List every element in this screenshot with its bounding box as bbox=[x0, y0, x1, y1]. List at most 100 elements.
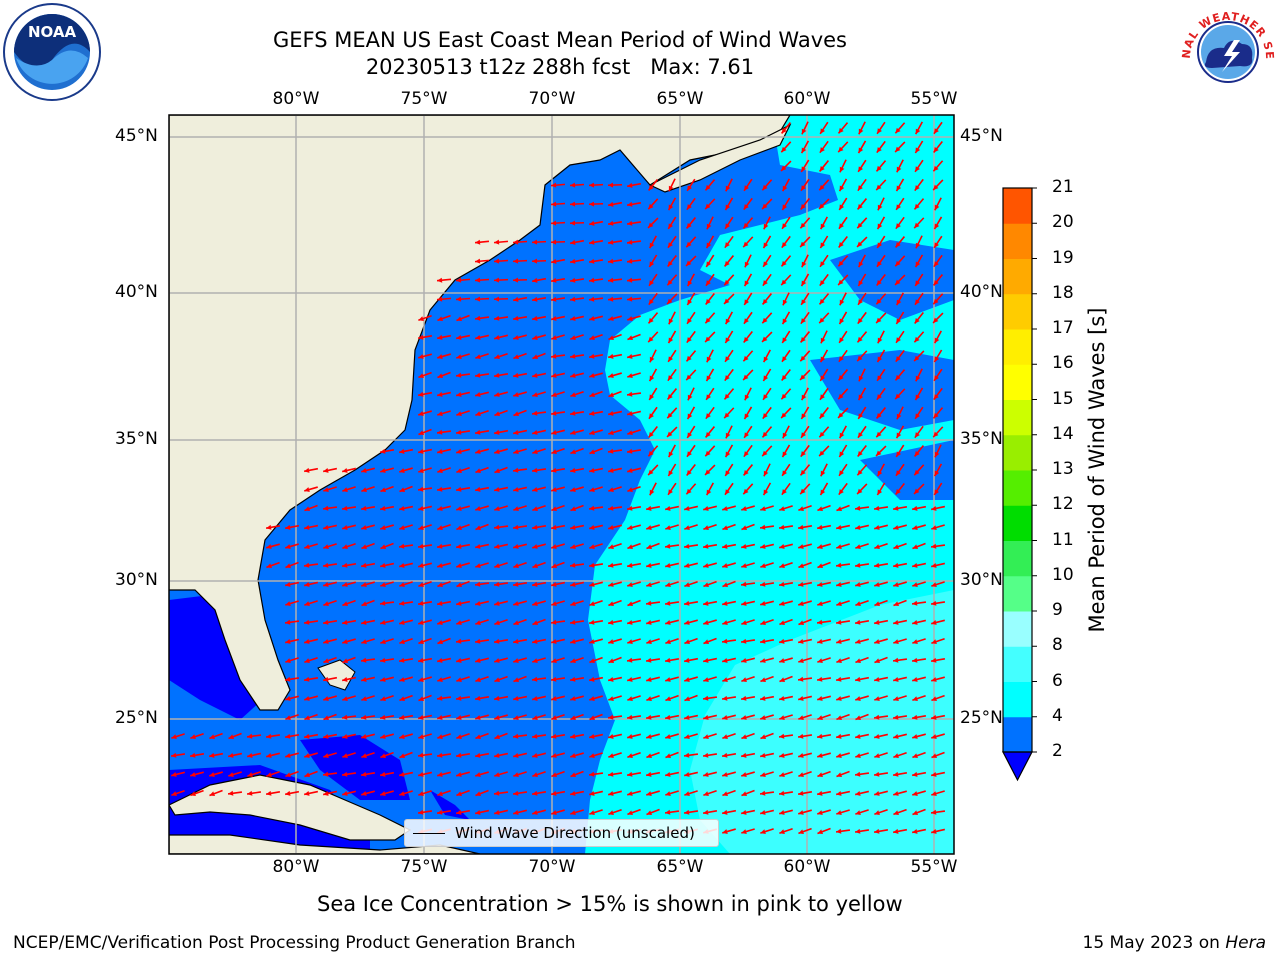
wave-direction-arrowhead bbox=[380, 582, 386, 587]
wave-direction-arrowhead bbox=[532, 620, 539, 626]
wave-direction-arrowhead bbox=[342, 525, 348, 530]
wave-direction-arrowhead bbox=[668, 185, 674, 192]
wave-direction-arrowhead bbox=[627, 544, 633, 550]
wave-direction-arrowhead bbox=[494, 715, 500, 720]
wave-direction-arrowhead bbox=[801, 394, 807, 401]
wave-direction-arrowhead bbox=[725, 337, 731, 344]
wave-direction-arrowhead bbox=[687, 318, 692, 324]
wave-direction-arrowhead bbox=[703, 582, 709, 588]
wave-direction-arrowhead bbox=[817, 715, 823, 721]
wave-direction-arrowhead bbox=[608, 582, 614, 587]
wave-direction-arrowhead bbox=[779, 581, 785, 587]
wave-direction-arrowhead bbox=[665, 525, 671, 530]
wave-direction-arrowhead bbox=[798, 790, 804, 796]
wave-direction-arrowhead bbox=[915, 394, 921, 401]
wave-direction-arrowhead bbox=[684, 563, 690, 568]
wave-direction-arrowhead bbox=[513, 296, 519, 302]
wave-direction-arrowhead bbox=[532, 372, 538, 378]
wave-direction-arrowhead bbox=[779, 544, 785, 549]
wave-direction-arrowhead bbox=[725, 470, 731, 476]
wave-direction-arrowhead bbox=[934, 223, 940, 230]
wave-direction-arrowhead bbox=[589, 676, 595, 682]
wave-direction-arrowhead bbox=[285, 790, 291, 796]
wave-direction-arrowhead bbox=[342, 658, 349, 664]
wave-direction-arrowhead bbox=[589, 296, 595, 302]
wave-direction-arrowhead bbox=[608, 239, 614, 245]
wave-direction-arrowhead bbox=[687, 394, 693, 401]
wave-direction-arrowhead bbox=[323, 487, 329, 492]
wave-direction-arrowhead bbox=[665, 657, 671, 663]
wave-direction-arrowhead bbox=[437, 334, 443, 340]
wave-direction-arrowhead bbox=[667, 298, 673, 305]
wave-direction-arrowhead bbox=[399, 771, 405, 777]
wave-direction-arrowhead bbox=[914, 203, 920, 210]
wave-direction-arrowhead bbox=[380, 487, 386, 493]
wave-direction-arrowhead bbox=[857, 203, 863, 210]
wave-direction-arrowhead bbox=[912, 771, 918, 777]
wave-direction-arrowhead bbox=[570, 658, 576, 664]
wave-direction-arrowhead bbox=[817, 753, 823, 758]
wave-direction-arrowhead bbox=[589, 582, 595, 587]
wave-direction-arrowhead bbox=[456, 734, 462, 740]
wave-direction-arrowhead bbox=[532, 581, 538, 587]
wave-direction-arrowhead bbox=[665, 563, 671, 568]
wave-direction-arrowhead bbox=[475, 809, 481, 815]
wave-direction-arrowhead bbox=[437, 543, 443, 549]
wave-direction-arrowhead bbox=[399, 525, 405, 530]
wave-direction-arrowhead bbox=[494, 239, 500, 245]
wave-direction-arrowhead bbox=[705, 299, 711, 305]
wave-direction-arrowhead bbox=[304, 582, 310, 587]
wave-direction-arrowhead bbox=[931, 563, 937, 568]
wave-direction-arrowhead bbox=[800, 488, 806, 495]
map-subtitle: 20230513 t12z 288h fcst Max: 7.61 bbox=[365, 55, 755, 79]
wave-direction-arrowhead bbox=[855, 639, 861, 644]
wave-direction-arrowhead bbox=[801, 432, 806, 438]
wave-direction-arrowhead bbox=[380, 696, 386, 702]
wave-direction-arrowhead bbox=[475, 525, 482, 531]
wave-direction-arrowhead bbox=[912, 734, 918, 739]
wave-direction-arrowhead bbox=[819, 431, 825, 438]
wave-direction-arrowhead bbox=[855, 525, 861, 530]
wave-direction-arrowhead bbox=[933, 261, 939, 267]
lon-label-top: 75°W bbox=[400, 89, 448, 109]
wave-direction-arrowhead bbox=[782, 451, 788, 458]
wave-direction-arrowhead bbox=[779, 506, 785, 511]
wave-direction-arrowhead bbox=[722, 677, 728, 682]
wave-direction-arrowhead bbox=[570, 524, 576, 530]
wave-direction-arrowhead bbox=[342, 791, 348, 796]
wave-direction-arrowhead bbox=[782, 337, 788, 343]
wave-direction-arrowhead bbox=[893, 562, 899, 568]
wave-direction-arrowhead bbox=[418, 316, 424, 322]
wave-direction-arrowhead bbox=[763, 470, 769, 477]
wave-direction-arrowhead bbox=[855, 676, 861, 682]
wave-direction-arrowhead bbox=[686, 470, 692, 476]
wave-direction-arrowhead bbox=[800, 222, 806, 229]
wave-direction-arrowhead bbox=[741, 715, 747, 720]
wave-direction-arrowhead bbox=[762, 431, 768, 438]
wave-direction-arrowhead bbox=[285, 676, 291, 682]
wave-direction-arrowhead bbox=[684, 506, 690, 511]
wave-direction-arrowhead bbox=[209, 752, 215, 758]
wave-direction-arrowhead bbox=[551, 258, 557, 264]
wave-direction-arrowhead bbox=[896, 413, 902, 420]
wave-direction-arrowhead bbox=[762, 413, 768, 419]
wave-direction-arrowhead bbox=[838, 279, 844, 286]
wave-direction-arrowhead bbox=[323, 582, 329, 587]
wave-direction-arrowhead bbox=[456, 372, 462, 378]
wave-direction-arrowhead bbox=[665, 620, 671, 625]
wave-direction-arrowhead bbox=[931, 829, 937, 834]
colorbar-segment bbox=[1003, 434, 1032, 471]
wave-direction-arrowhead bbox=[838, 127, 844, 134]
wave-direction-arrowhead bbox=[686, 204, 692, 210]
wave-direction-arrowhead bbox=[551, 790, 557, 796]
wave-direction-arrowhead bbox=[877, 489, 883, 496]
wave-direction-arrowhead bbox=[285, 563, 292, 569]
wave-direction-arrowhead bbox=[798, 544, 804, 549]
wave-direction-arrowhead bbox=[839, 185, 845, 192]
wave-direction-arrowhead bbox=[361, 619, 367, 625]
wave-direction-arrowhead bbox=[418, 430, 425, 436]
wave-direction-arrowhead bbox=[800, 185, 806, 191]
wave-direction-arrowhead bbox=[361, 696, 367, 701]
wave-direction-arrowhead bbox=[608, 658, 615, 664]
wave-direction-arrowhead bbox=[665, 753, 672, 759]
